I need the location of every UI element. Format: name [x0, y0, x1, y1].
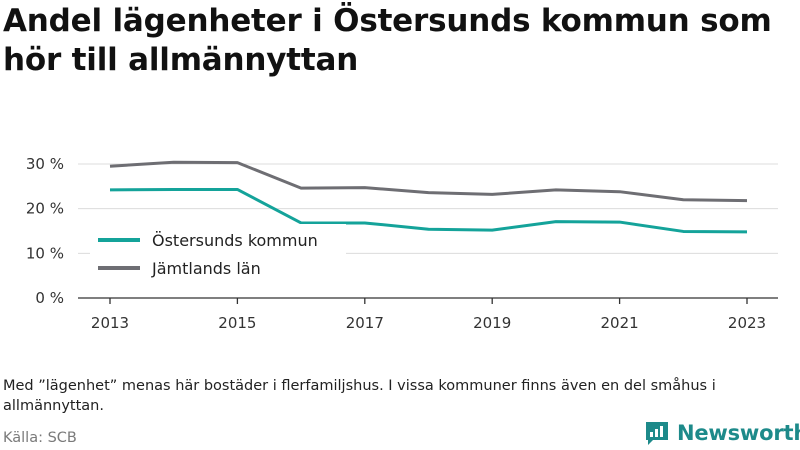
bar-chart-logo-icon: [646, 421, 668, 445]
x-tick-label: 2013: [91, 314, 129, 332]
legend-background: [90, 224, 346, 284]
x-tick-label: 2023: [728, 314, 766, 332]
y-tick-label: 30 %: [26, 155, 64, 173]
x-tick-label: 2015: [218, 314, 256, 332]
chart-title: Andel lägenheter i Östersunds kommun som…: [3, 3, 772, 78]
y-tick-label: 10 %: [26, 244, 64, 262]
series-line-jamtlands-lan: [109, 160, 748, 203]
x-tick-label: 2017: [346, 314, 384, 332]
axes: 0 % 10 % 20 % 30 % 2013 2015 2017 2019 2021 2023: [26, 155, 778, 332]
series-lines: [109, 160, 748, 234]
series-line-ostersunds-kommun: [109, 187, 748, 234]
x-tick-label: 2021: [601, 314, 639, 332]
x-tick-label: 2019: [473, 314, 511, 332]
source-label: Källa: SCB: [3, 430, 77, 446]
y-tick-label: 20 %: [26, 200, 64, 218]
legend: Östersunds kommun Jämtlands län: [90, 224, 346, 284]
brand-logo: Newsworthy: [644, 419, 800, 447]
brand-name: Newsworthy: [677, 421, 800, 445]
legend-label: Jämtlands län: [151, 259, 261, 278]
y-tick-label: 0 %: [35, 289, 64, 307]
chart-footnote: Med ”lägenhet” menas här bostäder i fler…: [3, 378, 716, 414]
legend-label: Östersunds kommun: [152, 231, 318, 250]
